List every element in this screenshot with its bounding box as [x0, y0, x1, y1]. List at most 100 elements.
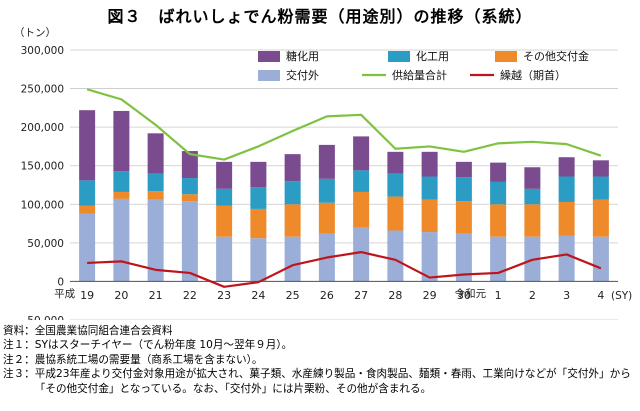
note-text: 平成23年産より交付金対象用途が拡大され、菓子類、水産練り製品・食肉製品、麺類・…: [34, 368, 631, 395]
bar-segment-1: [524, 204, 541, 237]
bar-segment-0: [558, 235, 575, 282]
bar-segment-0: [421, 232, 438, 282]
bar-segment-1: [455, 201, 472, 234]
bar-stack: [558, 157, 575, 282]
bar-stack: [216, 161, 233, 282]
legend-label: その他交付金: [523, 49, 589, 63]
bar-segment-0: [250, 238, 267, 282]
legend-item: 繰越（期首）: [470, 68, 566, 82]
bar-segment-2: [250, 187, 267, 209]
bar-stack: [455, 161, 472, 282]
bar-segment-1: [353, 191, 370, 228]
bar-stack: [181, 151, 198, 282]
bar-segment-3: [216, 161, 233, 189]
bar-segment-2: [455, 177, 472, 202]
x-tick-label: 24: [251, 289, 265, 302]
note-label: 注３：: [3, 368, 35, 381]
legend-item: 交付外: [258, 68, 319, 82]
x-axis-unit-label: (SY): [611, 290, 632, 302]
bar-segment-3: [147, 133, 164, 174]
bar-segment-0: [216, 236, 233, 282]
legend-swatch: [258, 51, 280, 62]
bar-segment-1: [181, 194, 198, 202]
bar-segment-1: [421, 199, 438, 233]
x-tick-label: 20: [114, 289, 128, 302]
bar-segment-2: [387, 173, 404, 197]
bar-segment-1: [592, 199, 609, 237]
era-label: 平成: [54, 288, 75, 300]
legend-item: 供給量合計: [362, 68, 447, 82]
bar-segment-3: [113, 110, 130, 172]
bar-stack: [113, 110, 130, 282]
legend-label: 化工用: [416, 49, 449, 63]
x-tick-label: 22: [183, 289, 197, 302]
legend-swatch: [495, 51, 517, 62]
bar-segment-2: [216, 188, 233, 206]
bar-stack: [387, 151, 404, 282]
y-tick-label: 200,000: [21, 122, 64, 134]
bar-stacks: [79, 110, 609, 282]
legend-swatch: [388, 51, 410, 62]
x-axis-ticks: 19 20 21 22 23 24 25 26 27 28 29 30 1 2 3 4平成 令和元: [54, 287, 604, 302]
y-axis-ticks: -50,000 0 50,000 100,000 150,000 200,000 250,0…: [21, 45, 64, 320]
legend-label: 糖化用: [286, 49, 319, 63]
note-label: 注１：: [3, 339, 35, 352]
bar-segment-1: [490, 204, 507, 237]
y-tick-label: 50,000: [27, 238, 64, 250]
series-line-1: [87, 251, 602, 288]
x-tick-label: 23: [217, 289, 231, 302]
bar-segment-2: [284, 181, 301, 205]
bar-segment-1: [250, 208, 267, 239]
x-tick-label: 26: [320, 289, 334, 302]
series-line-0: [86, 88, 602, 161]
x-tick-label: 2: [529, 289, 536, 302]
chart-title: 図３ ばれいしょでん粉需要（用途別）の推移（系統）: [107, 7, 533, 26]
legend-item: 化工用: [388, 49, 449, 63]
legend-label: 交付外: [286, 68, 319, 82]
note-label: 注２：: [3, 353, 35, 366]
bar-segment-2: [181, 178, 198, 195]
chart-area: （トン） -50,000 0 50,000 100,000 150,000 200,000…: [14, 27, 632, 320]
bar-segment-3: [592, 160, 609, 177]
legend-label: 供給量合計: [392, 68, 447, 82]
bar-segment-2: [524, 188, 541, 205]
bar-segment-3: [387, 151, 404, 174]
x-tick-label: 19: [80, 289, 94, 302]
bar-stack: [147, 133, 164, 282]
bar-stack: [592, 160, 609, 282]
bar-segment-0: [592, 236, 609, 282]
bar-segment-2: [490, 181, 507, 205]
note-row: 注２： 農協系統工場の需要量（商系工場を含まない）。: [3, 353, 637, 367]
bar-segment-1: [147, 191, 164, 200]
y-tick-label: 0: [57, 276, 64, 288]
bar-segment-3: [524, 167, 541, 189]
bar-stack: [318, 144, 335, 282]
x-tick-label: 28: [388, 289, 402, 302]
note-text: 農協系統工場の需要量（商系工場を含まない）。: [34, 353, 263, 366]
bar-segment-2: [147, 173, 164, 192]
bar-segment-0: [353, 227, 370, 282]
line-series: [86, 88, 602, 288]
bar-segment-2: [318, 178, 335, 203]
note-row: 注３： 平成23年産より交付金対象用途が拡大され、菓子類、水産練り製品・食肉製品、…: [3, 367, 637, 396]
bar-segment-0: [490, 236, 507, 282]
y-tick-label: 150,000: [21, 161, 64, 173]
bar-segment-0: [455, 233, 472, 282]
x-tick-label: 3: [563, 289, 570, 302]
bar-stack: [284, 154, 301, 282]
bar-segment-2: [558, 176, 575, 202]
note-row: 資料： 全国農業協同組合連合会資料: [3, 324, 637, 338]
bar-segment-3: [284, 154, 301, 182]
bar-segment-3: [181, 151, 198, 179]
bar-stack: [353, 136, 370, 282]
note-text: 全国農業協同組合連合会資料: [34, 325, 173, 337]
bar-segment-2: [421, 176, 438, 200]
x-tick-label: 29: [423, 289, 437, 302]
bar-segment-2: [113, 171, 130, 192]
y-tick-label: 250,000: [21, 84, 64, 96]
bar-segment-3: [318, 144, 335, 179]
bar-segment-0: [181, 201, 198, 282]
y-tick-label: -50,000: [23, 315, 64, 320]
bar-segment-1: [387, 196, 404, 231]
x-tick-label: 27: [354, 289, 368, 302]
